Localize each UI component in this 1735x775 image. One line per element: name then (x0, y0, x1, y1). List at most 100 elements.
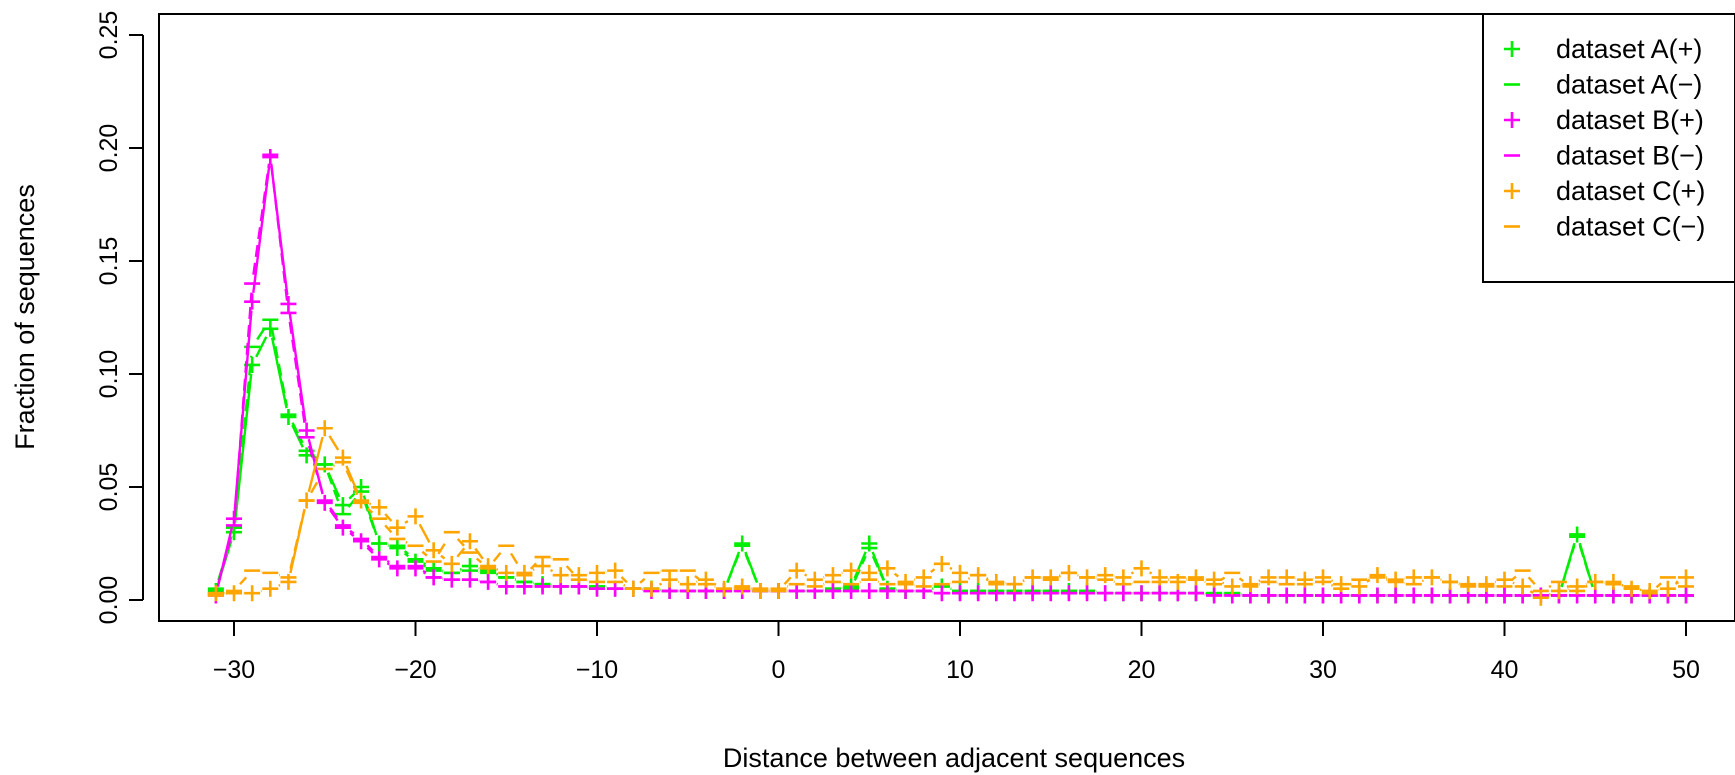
data-point (262, 320, 279, 337)
data-point (1133, 560, 1150, 577)
data-point (534, 558, 551, 575)
data-point (1042, 569, 1059, 586)
y-tick-label: 0.20 (95, 124, 123, 173)
data-point (1242, 576, 1259, 593)
x-axis: −30 −20 −10 0 10 20 30 40 50 (213, 620, 1700, 684)
data-point (1532, 589, 1549, 606)
data-point (353, 492, 370, 509)
data-point (643, 580, 660, 597)
y-axis-title: Fraction of sequences (10, 184, 40, 450)
data-point (498, 564, 515, 581)
legend-label-4: dataset B(−) (1556, 141, 1704, 171)
x-tick-label: 0 (772, 656, 786, 684)
legend-marker-3 (1504, 112, 1520, 128)
data-point (679, 576, 696, 593)
legend: dataset A(+) dataset A(−) dataset B(+) data… (1482, 13, 1735, 283)
y-tick-label: 0.05 (95, 463, 123, 512)
data-point (407, 560, 424, 577)
data-point (1659, 580, 1676, 597)
data-point (461, 533, 478, 550)
series-line (217, 326, 1677, 597)
y-tick-label: 0.10 (95, 350, 123, 399)
data-point (262, 149, 279, 166)
data-point (1605, 573, 1622, 590)
data-point (334, 497, 351, 514)
data-point (1641, 582, 1658, 599)
data-point (389, 540, 406, 557)
series-6 (207, 460, 1694, 597)
data-point (262, 580, 279, 597)
y-tick-label: 0.15 (95, 237, 123, 286)
data-point (226, 585, 242, 602)
legend-label-5: dataset C(+) (1556, 176, 1705, 206)
data-point (1514, 578, 1531, 595)
x-tick-label: 50 (1672, 656, 1700, 684)
data-point (1460, 576, 1477, 593)
y-axis: 0.00 0.05 0.10 0.15 0.20 0.25 (95, 11, 144, 625)
x-tick-label: −10 (576, 656, 618, 684)
data-point (1550, 582, 1567, 599)
data-point (316, 420, 333, 437)
legend-label-1: dataset A(+) (1556, 34, 1702, 64)
data-point (861, 564, 878, 581)
data-point (280, 295, 297, 312)
y-tick-label: 0.00 (95, 576, 123, 625)
data-point (788, 562, 805, 579)
data-point (952, 564, 968, 581)
data-point (407, 508, 424, 525)
data-point (589, 564, 605, 581)
data-point (552, 567, 569, 584)
series-line (217, 163, 1677, 597)
legend-marker-1 (1504, 41, 1520, 57)
series-line (217, 336, 1677, 597)
data-point (661, 571, 678, 588)
series-2 (207, 318, 1694, 597)
x-tick-label: 10 (946, 656, 974, 684)
data-point (371, 551, 388, 568)
data-point (1224, 578, 1241, 595)
x-tick-label: −30 (213, 656, 255, 684)
data-point (353, 533, 370, 550)
data-point (933, 555, 950, 572)
data-point (1187, 569, 1204, 586)
data-point (752, 582, 769, 599)
data-point (334, 519, 351, 536)
series-4 (207, 153, 1694, 597)
data-point (244, 585, 261, 602)
data-point (915, 569, 932, 586)
series-3 (207, 149, 1694, 604)
series-line (224, 464, 1679, 595)
data-point (516, 564, 533, 581)
data-point (734, 535, 751, 552)
x-tick-label: 30 (1309, 656, 1337, 684)
data-point (988, 573, 1005, 590)
data-point (389, 519, 406, 536)
x-tick-label: 40 (1491, 656, 1519, 684)
x-tick-label: −20 (394, 656, 436, 684)
data-point (607, 562, 624, 579)
data-point (1278, 569, 1295, 586)
legend-label-2: dataset A(−) (1556, 70, 1702, 100)
data-point (1569, 526, 1586, 543)
x-tick-label: 20 (1128, 656, 1156, 684)
data-point (1115, 569, 1132, 586)
data-point (480, 558, 497, 575)
data-point (1678, 569, 1694, 586)
data-point (824, 567, 841, 584)
data-point (316, 494, 333, 511)
data-point (1478, 576, 1495, 593)
data-point (897, 573, 914, 590)
y-tick-label: 0.25 (95, 11, 123, 60)
legend-label-3: dataset B(+) (1556, 105, 1704, 135)
data-point (806, 571, 823, 588)
data-point (298, 422, 315, 439)
data-point (1405, 569, 1422, 586)
data-point (425, 542, 442, 559)
data-point (843, 562, 860, 579)
data-point (371, 499, 388, 516)
legend-box (1482, 13, 1735, 283)
series-layer (207, 149, 1694, 606)
x-axis-title: Distance between adjacent sequences (723, 743, 1185, 773)
data-point (734, 578, 751, 595)
